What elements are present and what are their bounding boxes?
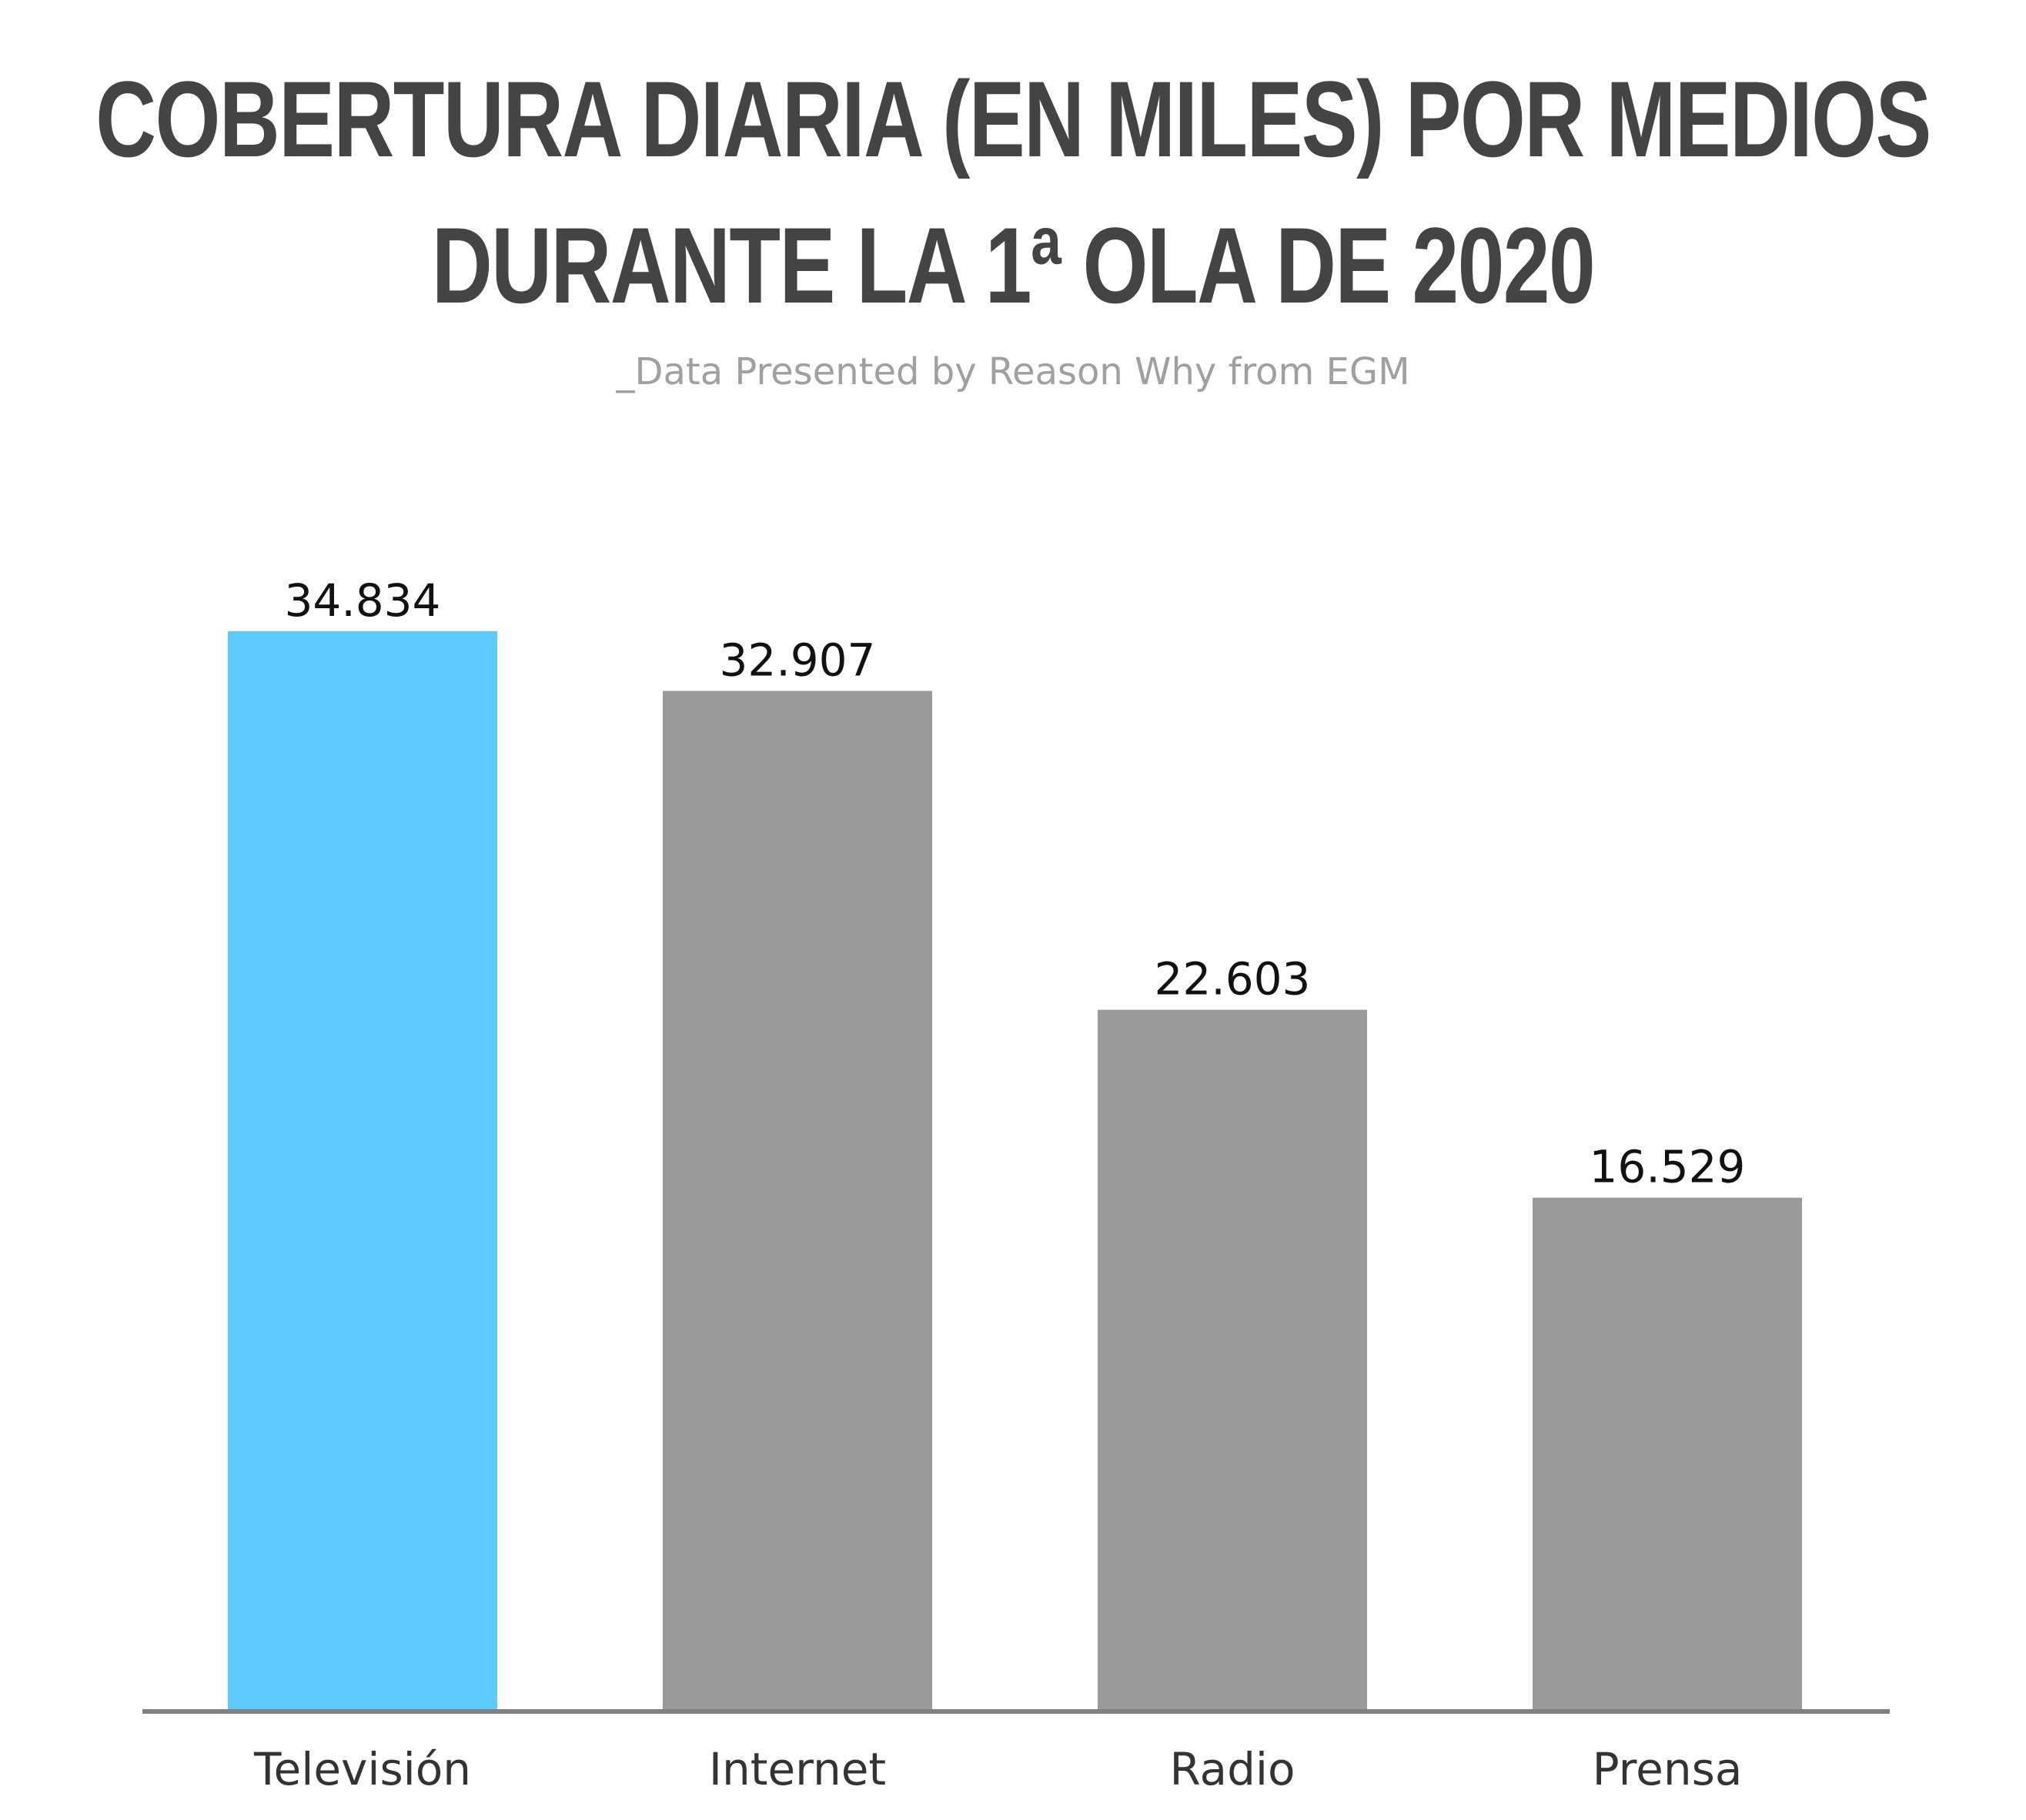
chart-subtitle: _Data Presented by Reason Why from EGM (616, 350, 1410, 393)
chart-title-line-2: DURANTE LA 1ª OLA DE 2020 (431, 205, 1596, 326)
value-label-radio: 22.603 (1155, 953, 1311, 1005)
value-label-internet: 32.907 (720, 634, 876, 686)
bar-internet (663, 691, 932, 1710)
bar-group (228, 631, 1802, 1710)
chart-title: COBERTURA DIARIA (EN MILES) POR MEDIOS D… (0, 46, 2026, 339)
bar-television (228, 631, 497, 1709)
value-label-prensa: 16.529 (1590, 1141, 1746, 1193)
bar-prensa (1533, 1197, 1802, 1709)
bar-radio (1098, 1009, 1367, 1709)
category-label-radio: Radio (1170, 1743, 1296, 1795)
category-label-group: Televisión Internet Radio Prensa (253, 1743, 1742, 1795)
category-label-internet: Internet (709, 1743, 886, 1795)
value-label-television: 34.834 (285, 574, 441, 627)
category-label-television: Televisión (253, 1743, 471, 1795)
chart-title-line-1: COBERTURA DIARIA (EN MILES) POR MEDIOS (95, 59, 1931, 179)
category-label-prensa: Prensa (1593, 1743, 1743, 1795)
value-label-group: 34.834 32.907 22.603 16.529 (285, 574, 1746, 1193)
